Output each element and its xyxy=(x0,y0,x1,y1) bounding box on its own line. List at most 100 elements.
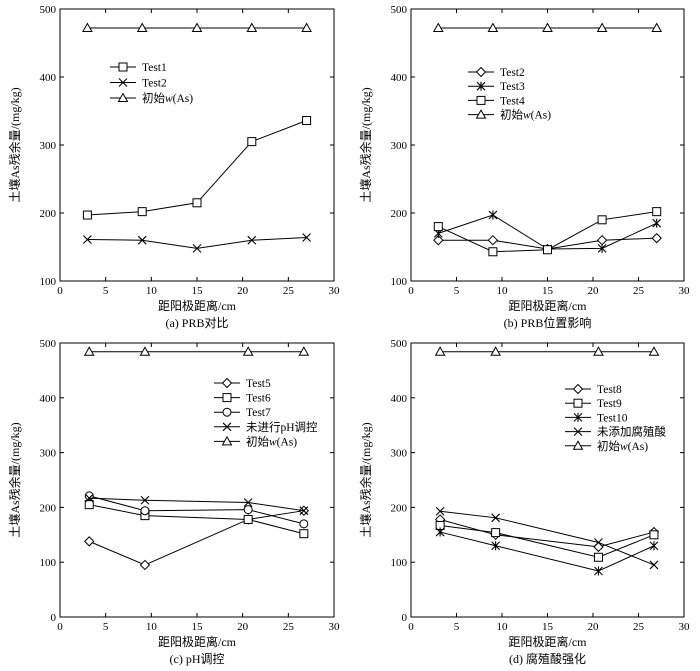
legend-label: Test6 xyxy=(246,393,271,405)
series-line xyxy=(89,495,304,525)
legend-label: Test3 xyxy=(500,81,525,93)
x-tick-label: 25 xyxy=(633,285,645,297)
x-tick-label: 15 xyxy=(542,285,554,297)
legend-marker-x xyxy=(118,78,128,87)
panel-caption: (b) PRB位置影响 xyxy=(504,315,592,330)
legend-marker-x-stroke xyxy=(573,427,583,436)
series-0 xyxy=(434,514,660,553)
legend-item: Test8 xyxy=(565,383,622,396)
legend-label: Test1 xyxy=(142,62,167,74)
data-point-x xyxy=(435,506,445,516)
chart-panel-b: 0 5 10 15 20 25 30 100 200 300 400 500 距阳极距离/cm 土壤As残… xyxy=(358,4,690,330)
y-tick-label: 200 xyxy=(391,502,408,514)
series-line xyxy=(89,497,304,512)
x-axis-label: 距阳极距离/cm xyxy=(158,634,237,649)
legend-marker-triangle xyxy=(221,435,233,446)
y-tick-label: 200 xyxy=(40,208,57,220)
legend-item: Test3 xyxy=(468,81,525,93)
series-1 xyxy=(83,233,311,253)
data-point-triangle xyxy=(83,346,95,356)
data-point-asterisk xyxy=(488,210,498,220)
data-point-x-stroke xyxy=(247,235,257,245)
y-axis-label: 土壤As残余量/(mg/kg) xyxy=(7,422,22,537)
data-point-x-stroke xyxy=(84,493,94,503)
data-point-triangle xyxy=(191,22,203,33)
x-tick-label: 15 xyxy=(192,621,204,633)
data-point-x xyxy=(247,235,257,245)
data-point-x xyxy=(594,538,603,547)
series-line xyxy=(89,510,304,566)
series-3 xyxy=(432,22,663,33)
data-point-x-stroke xyxy=(137,235,147,245)
series-2 xyxy=(82,22,312,33)
x-tick-label: 0 xyxy=(408,621,414,633)
y-tick-label: 500 xyxy=(40,4,57,16)
x-tick-label: 25 xyxy=(283,285,295,297)
legend-label: 未添加腐殖酸 xyxy=(597,425,666,439)
x-tick-label: 30 xyxy=(679,621,691,633)
y-tick-label: 400 xyxy=(40,393,57,405)
plot-frame xyxy=(59,342,335,618)
data-point-asterisk xyxy=(649,541,659,551)
legend-marker-x-stroke xyxy=(118,78,128,87)
data-point-asterisk xyxy=(597,243,607,253)
legend-item: Test7 xyxy=(214,407,271,419)
legend-label: Test10 xyxy=(597,412,628,424)
legend-marker-square xyxy=(476,95,486,105)
data-point-triangle xyxy=(596,22,608,33)
data-point-circle xyxy=(140,506,150,516)
data-point-x-stroke xyxy=(192,243,202,253)
data-point-x-stroke xyxy=(299,506,309,516)
legend-item: 初始w(As) xyxy=(110,91,193,105)
y-tick-label: 500 xyxy=(40,338,57,350)
data-point-diamond xyxy=(487,234,499,246)
y-tick-label: 500 xyxy=(391,338,408,350)
data-point-square xyxy=(192,198,202,208)
y-tick-label: 300 xyxy=(40,448,57,460)
y-tick-label: 0 xyxy=(402,612,408,624)
x-tick-label: 5 xyxy=(454,285,460,297)
x-tick-label: 10 xyxy=(146,285,158,297)
x-tick-label: 25 xyxy=(633,621,645,633)
plot-frame xyxy=(410,342,685,618)
legend-marker-circle xyxy=(222,407,232,417)
legend-item: 初始w(As) xyxy=(214,434,297,448)
series-4 xyxy=(83,346,310,356)
legend-item: Test10 xyxy=(565,412,628,424)
y-tick-label: 100 xyxy=(391,557,408,569)
chart-panel-d: 0 5 10 15 20 25 300100200300400500距阳极距离/cm土壤As… xyxy=(358,338,690,666)
x-tick-label: 15 xyxy=(192,285,204,297)
data-point-diamond xyxy=(651,232,662,244)
legend-label: 未进行pH调控 xyxy=(246,420,318,434)
x-tick-label: 20 xyxy=(237,621,249,633)
legend-item: Test2 xyxy=(468,66,525,79)
series-2 xyxy=(433,207,662,257)
x-tick-label: 20 xyxy=(588,285,600,297)
legend-marker-asterisk xyxy=(476,81,486,91)
data-point-square xyxy=(649,530,659,540)
data-point-square xyxy=(433,222,443,232)
legend-marker-triangle xyxy=(117,92,129,102)
data-point-square xyxy=(597,215,607,225)
data-point-x-stroke xyxy=(491,513,501,523)
data-point-square xyxy=(243,514,253,524)
y-tick-label: 500 xyxy=(391,4,408,16)
data-point-square xyxy=(488,247,498,257)
legend-marker-asterisk xyxy=(573,412,583,422)
series-line xyxy=(440,510,655,566)
legend-item: Test6 xyxy=(214,393,271,405)
data-point-diamond xyxy=(84,536,95,547)
legend-marker-x-stroke xyxy=(222,422,232,432)
series-2 xyxy=(435,527,659,576)
data-point-x xyxy=(140,495,150,505)
data-point-square xyxy=(84,500,94,510)
y-tick-label: 100 xyxy=(391,276,408,288)
legend-label: Test5 xyxy=(246,378,271,390)
x-axis-label: 距阳极距离/cm xyxy=(509,634,588,649)
x-tick-label: 0 xyxy=(57,621,63,633)
series-line xyxy=(440,524,655,558)
